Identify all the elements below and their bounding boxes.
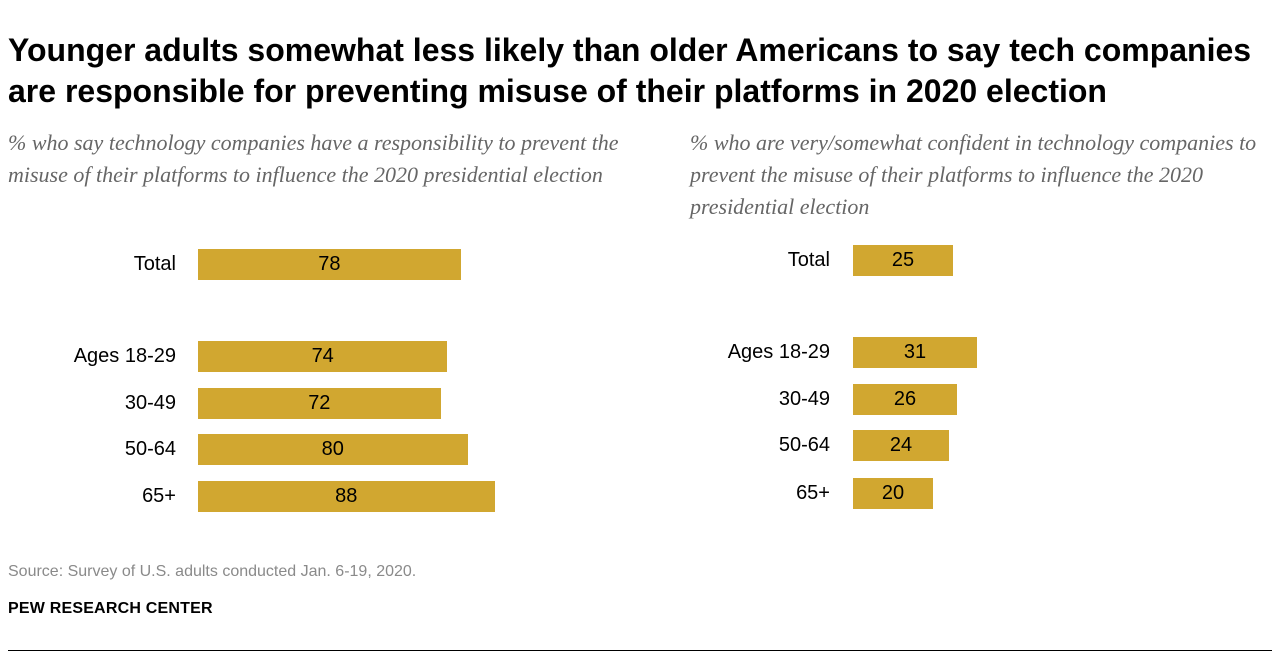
right-bar-30-49: [853, 383, 957, 415]
chart-title: Younger adults somewhat less likely than…: [8, 32, 1252, 109]
left-bar-value-50-64: 80: [321, 437, 344, 460]
right-category-label-ages-18-29: Ages 18-29: [727, 341, 830, 363]
right-bar-ages-18-29: [853, 336, 977, 368]
left-bar-ages-18-29: [198, 340, 448, 372]
left-bar-65: [198, 480, 495, 512]
right-category-label-30-49: 30-49: [778, 388, 830, 410]
right-category-label-50-64: 50-64: [778, 434, 830, 456]
left-category-label-65: 65+: [142, 485, 176, 507]
left-category-label-ages-18-29: Ages 18-29: [73, 345, 176, 367]
right-bar-value-50-64: 24: [889, 433, 913, 456]
right-bar-value-30-49: 26: [893, 387, 917, 410]
left-category-label-50-64: 50-64: [124, 438, 176, 460]
left-bar-total: [198, 248, 461, 280]
bottom-divider: [8, 650, 1272, 651]
right-bar-value-ages-18-29: 31: [903, 340, 927, 363]
right-bar-50-64: [853, 429, 949, 461]
left-bar-50-64: [198, 433, 468, 465]
left-bar-value-30-49: 72: [308, 391, 331, 414]
left-chart-subtitle: % who say technology companies have a re…: [8, 130, 619, 187]
right-chart-subtitle: % who are very/somewhat confident in tec…: [690, 130, 1257, 219]
brand-logo-text: PEW RESEARCH CENTER: [8, 600, 213, 617]
left-bar-value-ages-18-29: 74: [311, 344, 334, 367]
right-bar-total: [853, 244, 953, 276]
right-category-label-total: Total: [787, 249, 830, 271]
right-bar-65: [853, 477, 933, 509]
left-bar-value-total: 78: [318, 252, 341, 275]
right-category-label-65: 65+: [796, 482, 830, 504]
left-bar-value-65: 88: [335, 484, 358, 507]
source-note: Source: Survey of U.S. adults conducted …: [8, 563, 417, 580]
right-bar-value-total: 25: [891, 248, 915, 271]
left-bar-30-49: [198, 387, 441, 419]
right-bar-value-65: 20: [881, 481, 905, 504]
left-category-label-total: Total: [133, 253, 176, 275]
left-category-label-30-49: 30-49: [124, 392, 176, 414]
